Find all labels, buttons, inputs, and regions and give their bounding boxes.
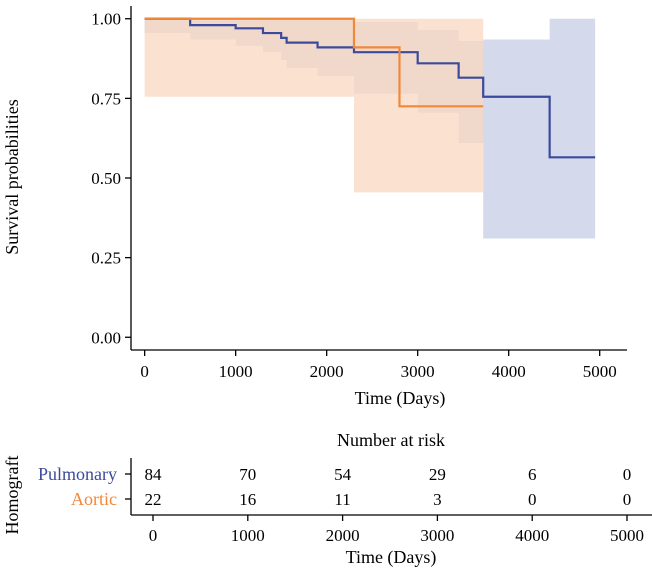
risk-count-pulmonary: 0: [623, 465, 632, 484]
y-tick-label: 0.75: [91, 89, 121, 108]
y-axis-title: Survival probabilities: [2, 99, 22, 254]
survival-plot: 0.00 0.25 0.50 0.75 1.00 0 1000 2000 3000 4000 50…: [2, 6, 627, 409]
aortic-survival-line: [144, 17, 484, 108]
risk-count-pulmonary: 54: [334, 465, 352, 484]
risk-count-pulmonary: 6: [528, 465, 537, 484]
x-tick-label: 1000: [219, 362, 253, 381]
risk-row-label-aortic: Aortic: [71, 489, 117, 509]
risk-table: Number at risk Pulmonary 84 70 54 29 6 0 Aortic…: [2, 430, 652, 568]
x-tick-label: 0: [140, 362, 149, 381]
x-axis-ticks: 0 1000 2000 3000 4000 5000: [140, 350, 617, 381]
risk-count-aortic: 0: [528, 490, 537, 509]
risk-count-aortic: 16: [239, 490, 256, 509]
x-axis-title: Time (Days): [355, 388, 446, 409]
risk-x-tick-label: 0: [149, 526, 158, 545]
risk-table-title: Number at risk: [337, 430, 445, 450]
risk-count-aortic: 0: [623, 490, 632, 509]
risk-count-pulmonary: 84: [145, 465, 163, 484]
risk-x-axis-ticks: 0 1000 2000 3000 4000 5000: [149, 515, 644, 545]
pulmonary-survival-line: [144, 17, 596, 159]
x-tick-label: 5000: [583, 362, 617, 381]
risk-x-tick-label: 5000: [610, 526, 644, 545]
risk-group-title: Homograft: [2, 456, 22, 535]
x-tick-label: 3000: [401, 362, 435, 381]
risk-x-tick-label: 3000: [420, 526, 454, 545]
y-tick-label: 0.25: [91, 249, 121, 268]
risk-x-tick-label: 4000: [515, 526, 549, 545]
risk-rows: Pulmonary 84 70 54 29 6 0 Aortic 22 16 11 3 0 0: [38, 464, 631, 509]
risk-row-label-pulmonary: Pulmonary: [38, 464, 117, 484]
y-tick-label: 0.50: [91, 169, 121, 188]
risk-count-aortic: 22: [145, 490, 162, 509]
risk-count-pulmonary: 29: [429, 465, 446, 484]
risk-x-axis-title: Time (Days): [346, 547, 437, 568]
x-tick-label: 4000: [492, 362, 526, 381]
risk-count-aortic: 11: [334, 490, 350, 509]
y-axis-ticks: 0.00 0.25 0.50 0.75 1.00: [91, 10, 131, 347]
y-tick-label: 1.00: [91, 10, 121, 29]
y-tick-label: 0.00: [91, 328, 121, 347]
x-tick-label: 2000: [310, 362, 344, 381]
survival-curves: [144, 17, 596, 159]
risk-x-tick-label: 1000: [231, 526, 265, 545]
risk-count-pulmonary: 70: [239, 465, 256, 484]
risk-count-aortic: 3: [433, 490, 442, 509]
risk-x-tick-label: 2000: [326, 526, 360, 545]
